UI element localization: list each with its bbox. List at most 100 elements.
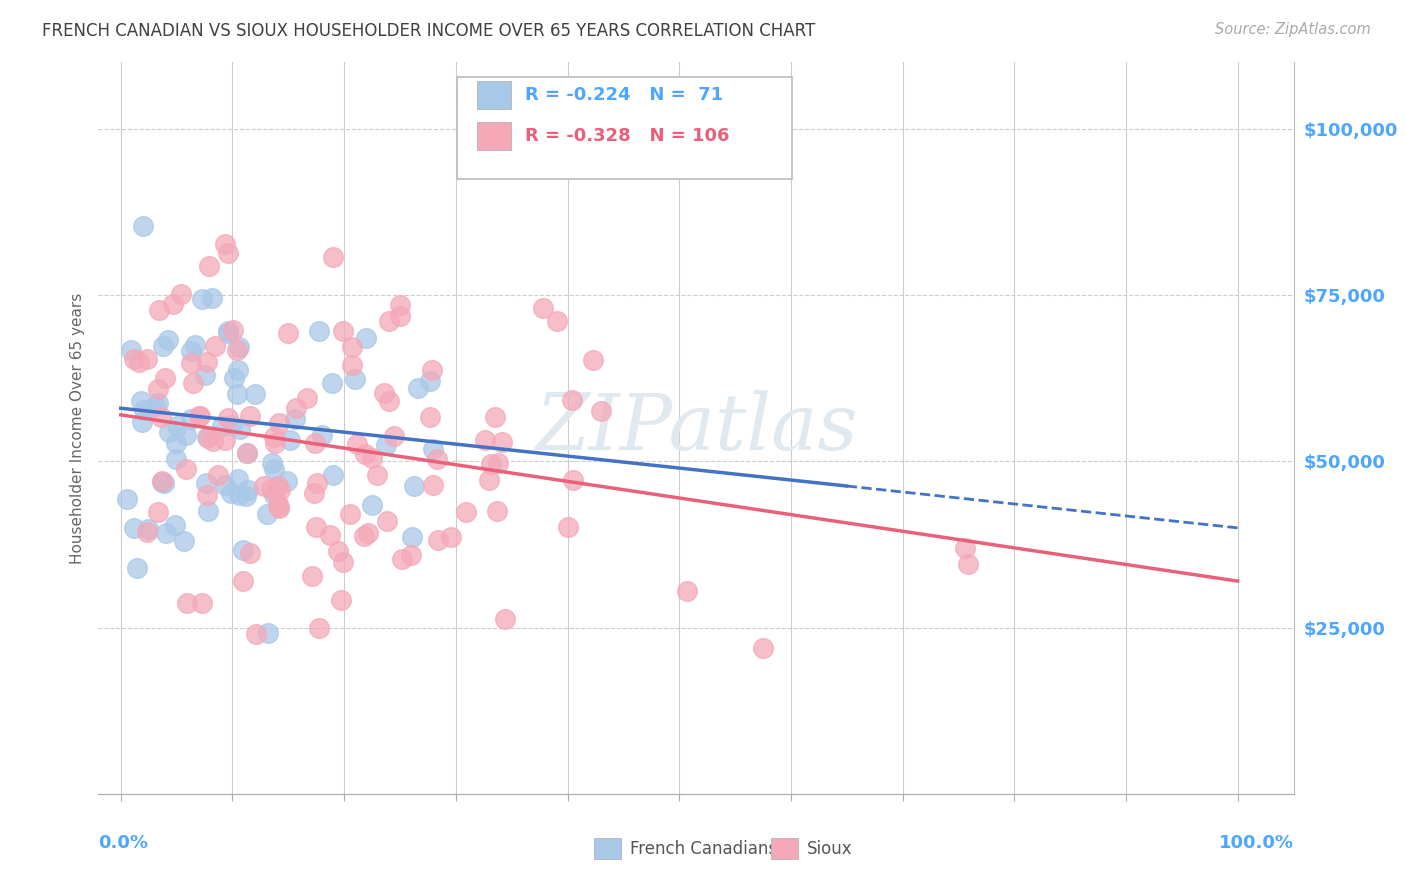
Point — [132, 403, 155, 417]
Point — [388, 298, 411, 312]
Point — [295, 391, 318, 405]
Point — [322, 467, 344, 482]
Point — [157, 425, 180, 440]
Point — [195, 487, 218, 501]
Point — [236, 483, 259, 497]
Point — [419, 374, 441, 388]
Point — [494, 612, 516, 626]
Point — [589, 404, 612, 418]
Point — [953, 541, 976, 556]
Point — [531, 301, 554, 315]
Point — [222, 371, 245, 385]
Point — [422, 478, 444, 492]
Point — [401, 529, 423, 543]
Point — [353, 529, 375, 543]
Point — [239, 546, 262, 560]
Point — [228, 488, 250, 502]
Point — [191, 292, 214, 306]
Point — [180, 412, 202, 426]
Point — [217, 245, 239, 260]
Point — [176, 597, 198, 611]
Point — [419, 410, 441, 425]
Point — [115, 492, 138, 507]
Point — [267, 416, 290, 430]
Point — [202, 434, 225, 448]
Point — [353, 447, 375, 461]
Point — [557, 520, 579, 534]
Point — [477, 473, 499, 487]
Point — [236, 446, 259, 460]
Point — [150, 409, 173, 424]
Point — [131, 415, 153, 429]
Point — [191, 596, 214, 610]
Point — [128, 355, 150, 369]
Point — [340, 359, 363, 373]
Point — [582, 352, 605, 367]
Point — [305, 520, 328, 534]
Point — [361, 498, 384, 512]
Point — [180, 356, 202, 370]
Point — [332, 324, 354, 338]
Point — [197, 504, 219, 518]
Text: R = -0.224   N =  71: R = -0.224 N = 71 — [524, 86, 723, 103]
Point — [357, 525, 380, 540]
Bar — [772, 838, 797, 859]
Point — [276, 474, 298, 488]
Point — [143, 399, 166, 413]
Point — [226, 387, 249, 401]
Point — [127, 561, 149, 575]
Point — [156, 333, 179, 347]
Point — [263, 435, 285, 450]
Point — [148, 303, 170, 318]
Point — [129, 393, 152, 408]
Point — [399, 548, 422, 562]
Point — [122, 351, 145, 366]
Point — [136, 524, 159, 539]
Point — [326, 543, 349, 558]
Point — [155, 526, 177, 541]
Point — [152, 339, 174, 353]
Point — [225, 343, 247, 357]
Text: FRENCH CANADIAN VS SIOUX HOUSEHOLDER INCOME OVER 65 YEARS CORRELATION CHART: FRENCH CANADIAN VS SIOUX HOUSEHOLDER INC… — [42, 22, 815, 40]
Text: R = -0.328   N = 106: R = -0.328 N = 106 — [524, 128, 730, 145]
Point — [420, 362, 443, 376]
Point — [322, 250, 344, 264]
Point — [120, 343, 142, 358]
Point — [226, 363, 249, 377]
Point — [391, 552, 413, 566]
Bar — [477, 81, 510, 109]
Point — [155, 371, 177, 385]
Point — [277, 326, 299, 340]
Point — [150, 475, 173, 489]
Point — [195, 430, 218, 444]
Point — [440, 530, 463, 544]
Point — [402, 479, 425, 493]
Text: Sioux: Sioux — [807, 839, 853, 858]
Point — [174, 427, 197, 442]
Point — [382, 429, 405, 443]
Point — [562, 473, 585, 487]
Point — [173, 533, 195, 548]
Point — [366, 467, 388, 482]
Point — [232, 543, 254, 558]
Point — [267, 497, 290, 511]
Point — [373, 385, 395, 400]
Point — [269, 483, 291, 498]
Point — [302, 486, 325, 500]
Point — [146, 395, 169, 409]
Point — [217, 326, 239, 340]
Point — [361, 450, 384, 465]
Point — [232, 574, 254, 588]
Point — [166, 419, 188, 434]
Point — [165, 451, 187, 466]
Point — [221, 417, 243, 432]
Point — [263, 430, 285, 444]
Point — [375, 514, 398, 528]
Point — [194, 476, 217, 491]
Point — [486, 504, 509, 518]
Point — [454, 505, 477, 519]
Point — [479, 457, 502, 471]
Point — [150, 475, 173, 490]
Point — [169, 286, 191, 301]
Point — [474, 434, 496, 448]
